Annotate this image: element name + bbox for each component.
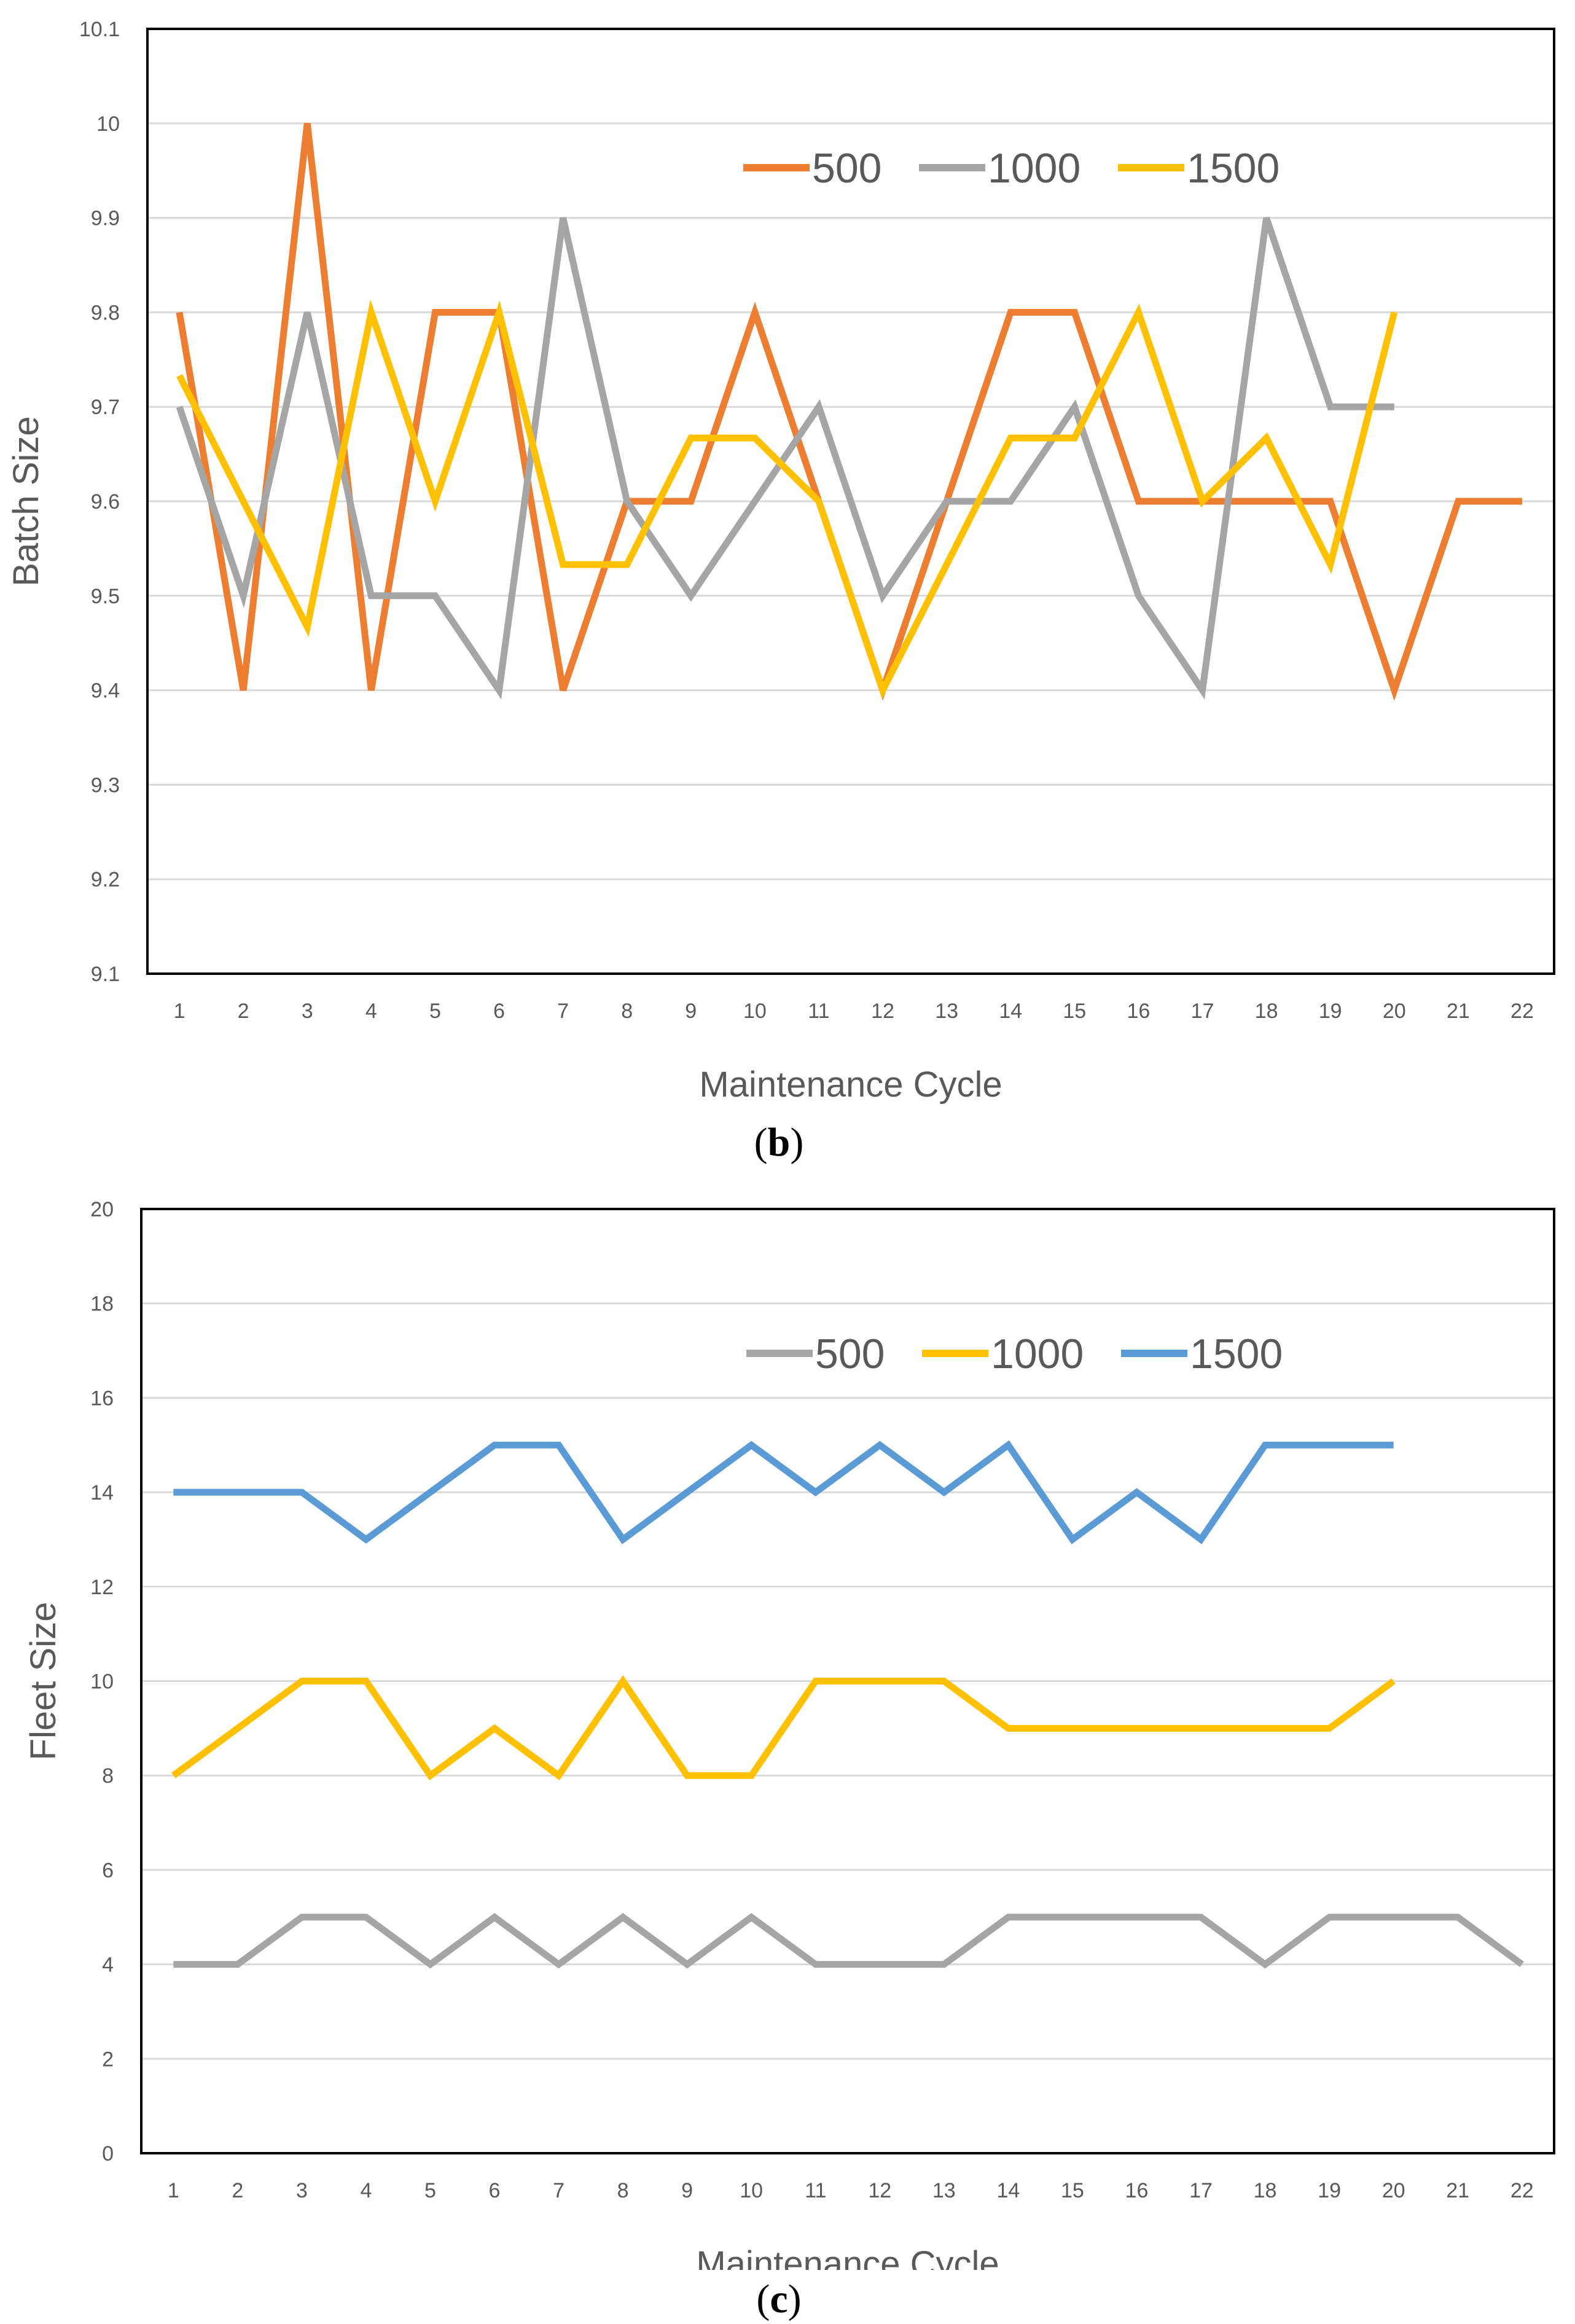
chart-b-x-tick-label: 16 (1127, 1000, 1150, 1023)
chart-b-x-tick-label: 12 (871, 1000, 894, 1023)
chart-b-x-axis-title: Maintenance Cycle (699, 1065, 1002, 1105)
chart-b-x-tick-label: 15 (1063, 1000, 1086, 1023)
chart-c-y-tick-label: 10 (90, 1670, 114, 1694)
chart-c-x-tick-label: 20 (1382, 2179, 1405, 2202)
chart-c-x-tick-label: 9 (681, 2179, 693, 2202)
chart-c-x-tick-label: 15 (1061, 2179, 1084, 2202)
chart-b-x-tick-label: 9 (685, 1000, 697, 1023)
chart-c-y-tick-label: 14 (90, 1481, 114, 1504)
chart-b-y-tick-label: 10 (96, 112, 120, 136)
chart-b-x-tick-label: 4 (365, 1000, 377, 1023)
chart-c-x-tick-label: 6 (489, 2179, 501, 2202)
chart-c-x-tick-label: 11 (805, 2179, 826, 2202)
chart-c-y-axis-title: Fleet Size (23, 1602, 63, 1761)
chart-b-y-tick-label: 9.7 (91, 396, 120, 419)
chart-b-x-tick-label: 21 (1447, 1000, 1470, 1023)
chart-b-y-tick-label: 9.9 (91, 207, 120, 230)
chart-b-x-tick-label: 22 (1511, 1000, 1534, 1023)
chart-c-series-1500-line (173, 1440, 1394, 1544)
chart-c-x-tick-label: 17 (1189, 2179, 1213, 2202)
chart-b-x-tick-label: 1 (174, 1000, 186, 1023)
chart-c-y-tick-label: 0 (102, 2142, 114, 2166)
chart-c-x-tick-label: 1 (168, 2179, 179, 2202)
chart-c-x-tick-label: 8 (617, 2179, 629, 2202)
chart-b-y-tick-label: 9.5 (91, 585, 120, 608)
chart-c-x-tick-label: 14 (996, 2179, 1020, 2202)
chart-b-legend-label-1000: 1000 (988, 145, 1081, 192)
caption-c: (c) (756, 2277, 802, 2322)
caption-c-letter: c (770, 2277, 788, 2322)
chart-b-y-tick-label: 9.3 (91, 773, 120, 797)
chart-b-x-tick-label: 19 (1319, 1000, 1342, 1023)
chart-c-x-tick-label: 22 (1511, 2179, 1534, 2202)
chart-b-x-tick-label: 17 (1191, 1000, 1214, 1023)
chart-b-x-tick-label: 7 (557, 1000, 569, 1023)
chart-c-series-1000-line (171, 1675, 1396, 1781)
chart-c-x-tick-label: 4 (360, 2179, 372, 2202)
chart-c-x-tick-label: 2 (232, 2179, 243, 2202)
chart-c-y-tick-label: 18 (90, 1293, 114, 1316)
chart-c-legend-label-1000: 1000 (991, 1331, 1084, 1377)
chart-c-plot-frame (140, 1208, 1555, 2154)
chart-b-legend-label-500: 500 (812, 145, 881, 192)
chart-b-x-tick-label: 20 (1383, 1000, 1406, 1023)
chart-b-x-tick-label: 2 (238, 1000, 249, 1023)
caption-b-letter: b (767, 1120, 791, 1165)
chart-b-x-tick-label: 6 (493, 1000, 505, 1023)
caption-b: (b) (754, 1120, 804, 1165)
chart-c-x-tick-label: 10 (740, 2179, 763, 2202)
chart-b-series-1000-line (176, 216, 1394, 700)
chart-c-legend-label-1500: 1500 (1190, 1331, 1283, 1377)
chart-b-y-tick-label: 9.1 (91, 963, 120, 986)
chart-c-y-tick-label: 20 (90, 1198, 114, 1221)
chart-c-series-500-line (173, 1912, 1524, 1969)
chart-b-x-tick-label: 14 (999, 1000, 1022, 1023)
chart-b-plot-frame (146, 28, 1555, 975)
chart-c-y-tick-label: 8 (102, 1764, 114, 1788)
chart-b-series-1500-line (176, 299, 1398, 699)
chart-b-x-tick-label: 18 (1255, 1000, 1278, 1023)
chart-c-y-tick-label: 16 (90, 1387, 114, 1410)
chart-c-x-tick-label: 7 (553, 2179, 565, 2202)
chart-b-x-tick-label: 11 (808, 1000, 829, 1023)
chart-b-x-tick-label: 13 (935, 1000, 958, 1023)
chart-b-legend-label-1500: 1500 (1187, 145, 1280, 192)
chart-c-y-tick-label: 6 (102, 1859, 114, 1882)
chart-c-x-tick-label: 5 (424, 2179, 436, 2202)
chart-b-y-tick-label: 9.8 (91, 301, 120, 324)
chart-b-y-tick-label: 9.2 (91, 868, 120, 891)
chart-c-x-tick-label: 13 (932, 2179, 956, 2202)
chart-c-legend-label-500: 500 (815, 1331, 885, 1377)
chart-c-x-tick-label: 12 (868, 2179, 891, 2202)
chart-b-x-tick-label: 3 (302, 1000, 313, 1023)
chart-c-x-tick-label: 21 (1446, 2179, 1469, 2202)
chart-b-x-tick-label: 5 (429, 1000, 441, 1023)
chart-c-x-tick-label: 19 (1318, 2179, 1341, 2202)
chart-b-y-tick-label: 9.4 (91, 679, 120, 703)
chart-c-x-tick-label: 3 (296, 2179, 308, 2202)
chart-c-x-tick-label: 18 (1254, 2179, 1277, 2202)
chart-b-x-tick-label: 8 (621, 1000, 633, 1023)
chart-c-y-tick-label: 12 (90, 1576, 114, 1599)
chart-c-x-tick-label: 16 (1125, 2179, 1149, 2202)
chart-b-y-axis-title: Batch Size (6, 416, 46, 586)
chart-c-y-tick-label: 4 (102, 1954, 114, 1977)
chart-c-x-axis-title: Maintenance Cycle (696, 2244, 999, 2270)
chart-b-y-tick-label: 10.1 (79, 18, 120, 41)
chart-c-y-tick-label: 2 (102, 2048, 114, 2071)
chart-b-y-tick-label: 9.6 (91, 490, 120, 514)
chart-b-x-tick-label: 10 (743, 1000, 767, 1023)
